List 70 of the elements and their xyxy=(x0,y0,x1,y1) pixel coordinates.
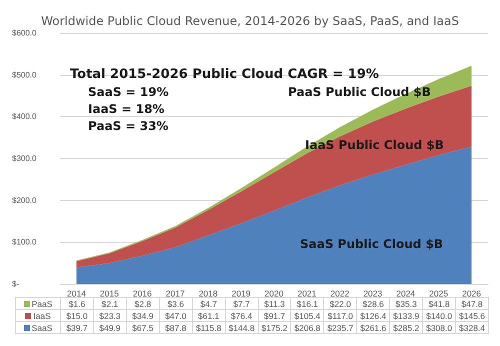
x-tick-label: 2016 xyxy=(132,288,152,298)
data-label: $22.0 xyxy=(324,298,357,310)
data-label: $67.5 xyxy=(126,322,160,334)
data-label: $261.6 xyxy=(356,322,390,334)
x-tick-label: 2023 xyxy=(363,288,382,298)
annotation: PaaS = 33% xyxy=(88,119,168,133)
data-label: $133.9 xyxy=(390,310,423,322)
data-label: $2.8 xyxy=(126,298,160,310)
x-tick-label: 2017 xyxy=(166,288,185,298)
legend-label: IaaS xyxy=(16,310,60,322)
data-label: $117.0 xyxy=(324,310,357,322)
legend-label: PaaS xyxy=(16,298,60,310)
x-tick-label: 2020 xyxy=(264,288,284,298)
x-tick-label: 2015 xyxy=(100,288,120,298)
data-label: $47.8 xyxy=(456,298,488,310)
data-label: $35.3 xyxy=(390,298,423,310)
y-tick-label: $600.0 xyxy=(12,28,38,38)
y-tick-label: $400.0 xyxy=(12,112,38,122)
x-tick-label: 2025 xyxy=(429,288,448,298)
data-label: $49.9 xyxy=(93,322,126,334)
data-label: $11.3 xyxy=(258,298,291,310)
data-label: $328.4 xyxy=(456,322,488,334)
legend-label: SaaS xyxy=(16,322,60,334)
data-label: $140.0 xyxy=(422,310,456,322)
annotation: IaaS = 18% xyxy=(88,102,164,116)
data-label: $145.6 xyxy=(456,310,488,322)
data-label: $206.8 xyxy=(290,322,324,334)
chart-title: Worldwide Public Cloud Revenue, 2014-2026 by SaaS, PaaS, and IaaS xyxy=(41,14,459,28)
data-label: $39.7 xyxy=(60,322,94,334)
data-label: $105.4 xyxy=(290,310,324,322)
y-tick-label: $500.0 xyxy=(12,70,38,80)
x-tick-label: 2026 xyxy=(462,288,482,298)
y-tick-label: $300.0 xyxy=(12,154,38,163)
data-label: $87.8 xyxy=(159,322,192,334)
x-tick-label: 2018 xyxy=(198,288,218,298)
data-label: $235.7 xyxy=(324,322,357,334)
y-tick-label: $100.0 xyxy=(12,238,38,247)
annotation: Total 2015-2026 Public Cloud CAGR = 19% xyxy=(70,67,379,82)
y-tick-label: $- xyxy=(12,280,20,288)
data-label: $2.1 xyxy=(93,298,126,310)
data-label: $285.2 xyxy=(390,322,423,334)
data-label: $47.0 xyxy=(159,310,192,322)
annotation: PaaS Public Cloud $B xyxy=(288,85,431,99)
annotation: SaaS Public Cloud $B xyxy=(300,237,444,251)
data-label: $41.8 xyxy=(422,298,456,310)
data-label: $61.1 xyxy=(192,310,226,322)
data-label: $4.7 xyxy=(192,298,226,310)
x-tick-label: 2022 xyxy=(330,288,350,298)
data-label: $3.6 xyxy=(159,298,192,310)
x-tick-label: 2019 xyxy=(232,288,251,298)
data-label: $34.9 xyxy=(126,310,160,322)
data-label: $15.0 xyxy=(60,310,94,322)
data-label: $175.2 xyxy=(258,322,291,334)
data-label: $91.7 xyxy=(258,310,291,322)
data-label: $16.1 xyxy=(290,298,324,310)
annotation: SaaS = 19% xyxy=(88,85,169,99)
data-label: $28.6 xyxy=(356,298,390,310)
x-tick-label: 2024 xyxy=(396,288,416,298)
data-label: $308.0 xyxy=(422,322,456,334)
x-tick-label: 2014 xyxy=(67,288,86,298)
x-tick-label: 2021 xyxy=(297,288,317,298)
data-label: $144.8 xyxy=(225,322,258,334)
data-label: $7.7 xyxy=(225,298,258,310)
data-label: $126.4 xyxy=(356,310,390,322)
annotation: IaaS Public Cloud $B xyxy=(305,138,444,152)
y-tick-label: $200.0 xyxy=(12,196,38,205)
data-label: $76.4 xyxy=(225,310,258,322)
data-label: $1.6 xyxy=(60,298,94,310)
data-label: $115.8 xyxy=(192,322,226,334)
data-label: $23.3 xyxy=(93,310,126,322)
